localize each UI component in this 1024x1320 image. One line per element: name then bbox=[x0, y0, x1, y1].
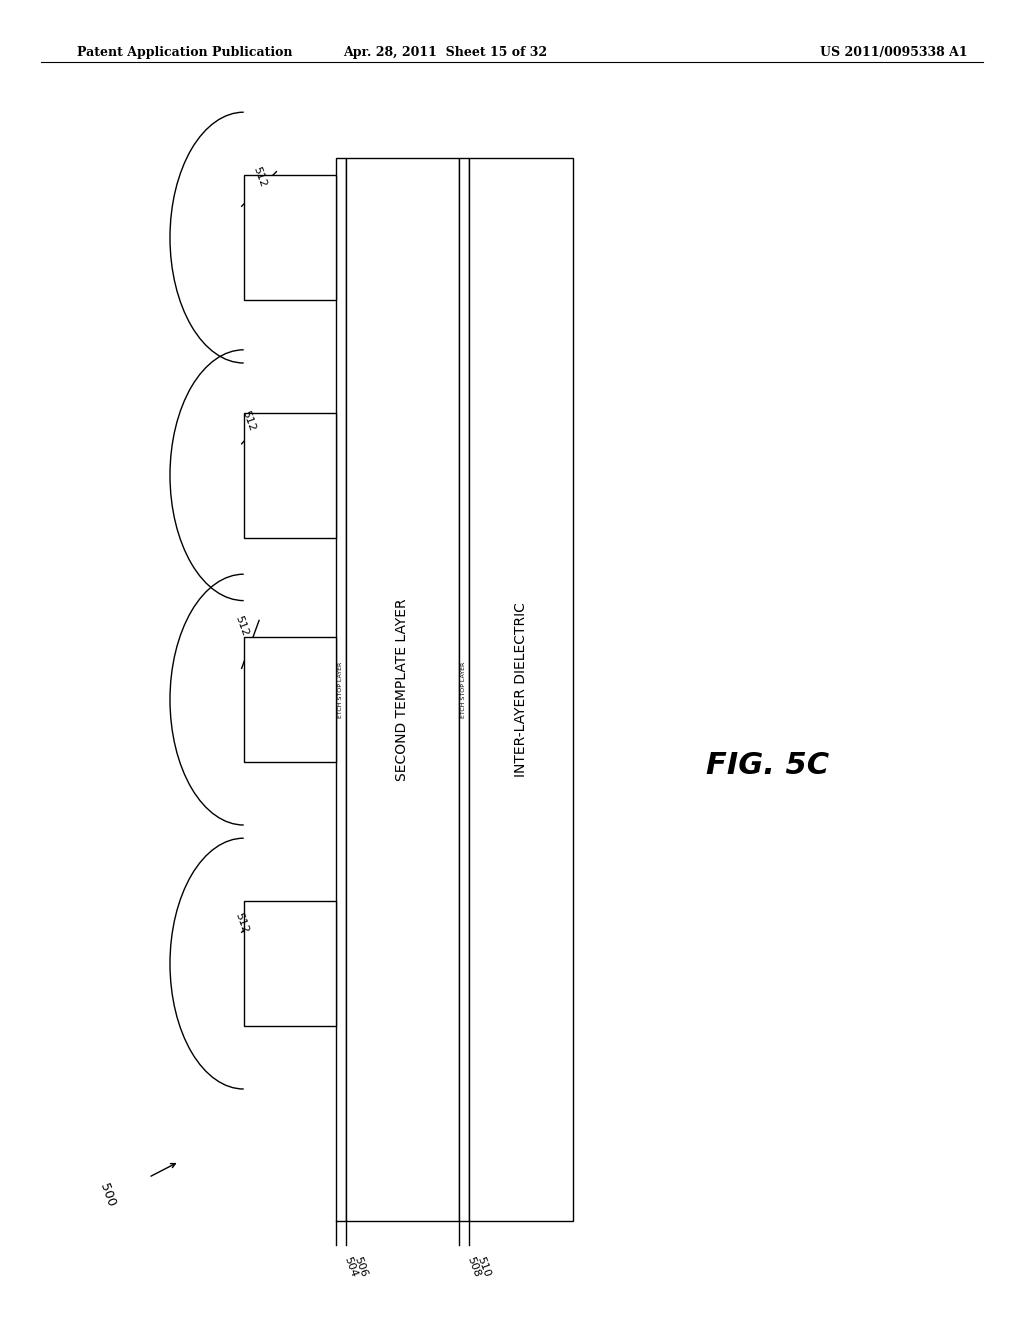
Bar bbox=[469, 158, 573, 1221]
Text: ETCH STOP LAYER: ETCH STOP LAYER bbox=[462, 661, 466, 718]
Text: SECOND TEMPLATE LAYER: SECOND TEMPLATE LAYER bbox=[395, 598, 410, 781]
Text: Patent Application Publication: Patent Application Publication bbox=[77, 46, 292, 59]
Text: 512: 512 bbox=[241, 409, 257, 433]
Bar bbox=[346, 158, 459, 1221]
Text: INTER-LAYER DIELECTRIC: INTER-LAYER DIELECTRIC bbox=[514, 602, 528, 777]
Bar bbox=[336, 158, 346, 1221]
Text: ETCH STOP LAYER: ETCH STOP LAYER bbox=[339, 661, 343, 718]
Text: 504: 504 bbox=[342, 1255, 358, 1279]
Text: US 2011/0095338 A1: US 2011/0095338 A1 bbox=[820, 46, 968, 59]
Text: 510: 510 bbox=[475, 1255, 492, 1279]
Bar bbox=[244, 412, 336, 539]
Bar bbox=[244, 900, 336, 1027]
Bar bbox=[244, 176, 336, 301]
Text: FIG. 5C: FIG. 5C bbox=[707, 751, 829, 780]
Text: 512: 512 bbox=[233, 911, 250, 935]
Text: 506: 506 bbox=[352, 1255, 369, 1279]
Text: 512: 512 bbox=[251, 165, 267, 189]
Text: 508: 508 bbox=[465, 1255, 481, 1279]
Bar bbox=[459, 158, 469, 1221]
Text: 500: 500 bbox=[97, 1181, 118, 1208]
Text: Apr. 28, 2011  Sheet 15 of 32: Apr. 28, 2011 Sheet 15 of 32 bbox=[343, 46, 548, 59]
Bar bbox=[244, 638, 336, 763]
Text: 512: 512 bbox=[233, 614, 250, 638]
